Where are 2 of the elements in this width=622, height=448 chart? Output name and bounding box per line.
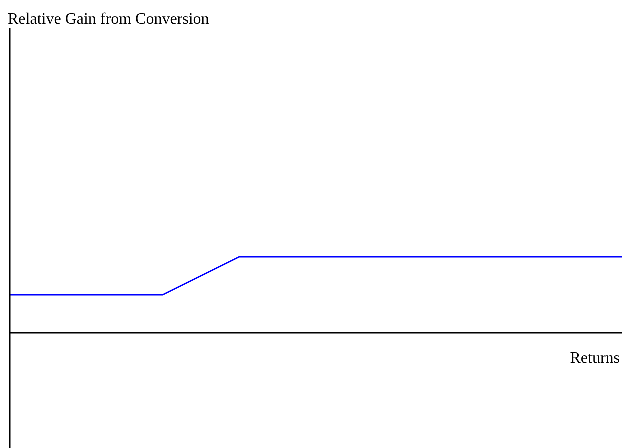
x-axis-title: Returns xyxy=(570,350,620,367)
text: Relative Gain from Conversion xyxy=(8,11,210,28)
